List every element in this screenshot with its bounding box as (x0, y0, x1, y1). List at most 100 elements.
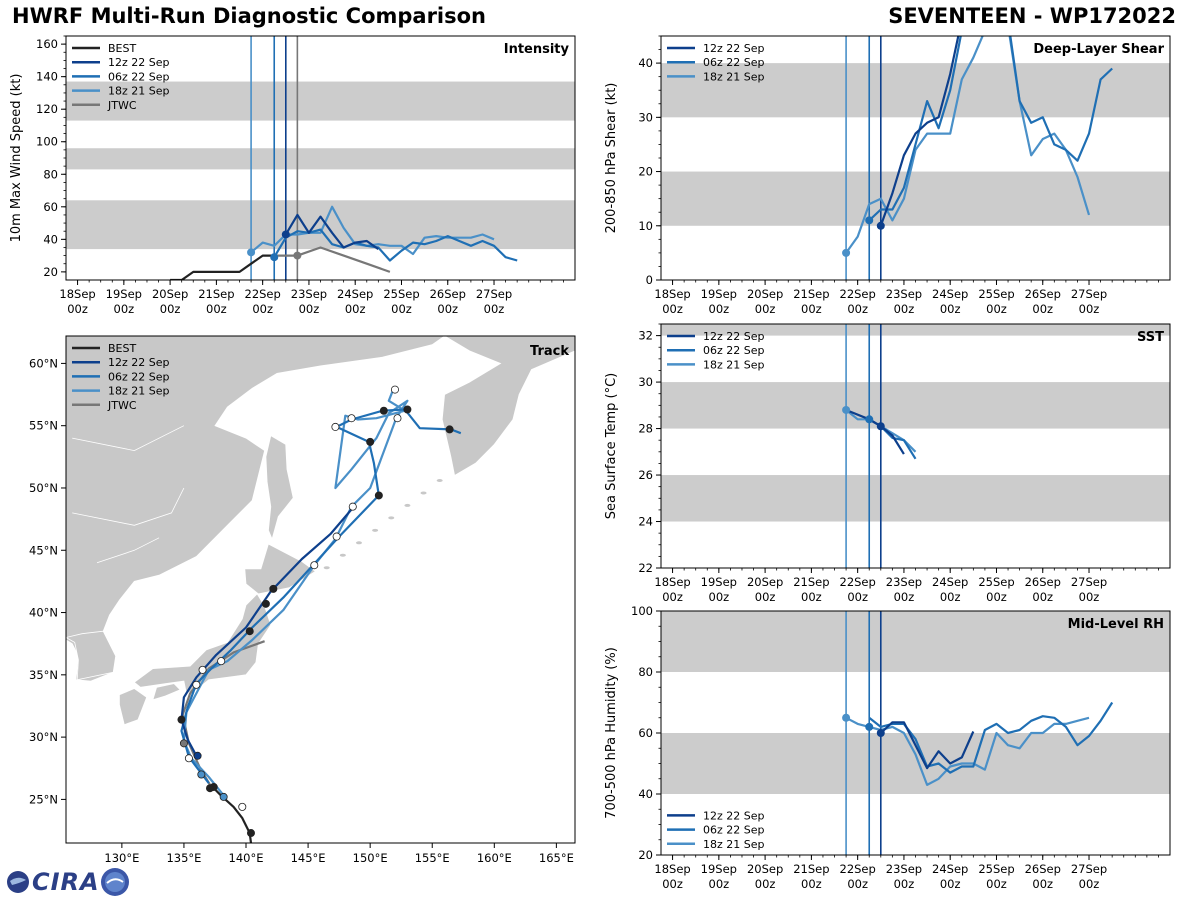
kuril-island (372, 528, 379, 532)
legend-label-18z-21-sep: 18z 21 Sep (703, 358, 765, 371)
x-tick-label: 26Sep (1025, 287, 1061, 301)
x-tick-label: 27Sep (1071, 287, 1107, 301)
x-tick-label: 00z (391, 302, 412, 316)
y-tick-label: 120 (36, 102, 58, 116)
border-line (72, 425, 185, 452)
y-tick-label: 40 (43, 232, 58, 246)
track-point-06z-22-sep (332, 532, 341, 541)
shaded-band (661, 382, 1170, 429)
x-tick-label: 160°E (477, 851, 512, 865)
track-point-12z-22-sep (348, 502, 357, 511)
y-tick-label: 100 (631, 604, 653, 618)
x-tick-label: 140°E (229, 851, 264, 865)
y-tick-label: 32 (638, 329, 653, 343)
track-point-06z-22-sep (374, 491, 383, 500)
x-tick-label: 18Sep (654, 287, 690, 301)
y-tick-label: 140 (36, 70, 58, 84)
x-tick-label: 23Sep (886, 862, 922, 876)
honshu (133, 593, 272, 695)
x-tick-label: 00z (894, 877, 915, 891)
y-axis-label: 10m Max Wind Speed (kt) (9, 74, 24, 243)
legend-label-06z-22-sep: 06z 22 Sep (108, 70, 170, 83)
korea (66, 630, 117, 681)
kuril-island (355, 541, 362, 545)
legend-label-18z-21-sep: 18z 21 Sep (108, 385, 170, 398)
y-tick-label: 20 (43, 265, 58, 279)
shaded-band (661, 733, 1170, 794)
y-tick-label: 35°N (29, 668, 58, 682)
legend-label-06z-22-sep: 06z 22 Sep (703, 56, 765, 69)
x-tick-label: 18Sep (654, 862, 690, 876)
x-tick-label: 00z (252, 302, 273, 316)
series-group (842, 36, 1113, 257)
panel-title: Deep-Layer Shear (1033, 42, 1164, 57)
y-tick-label: 24 (638, 515, 653, 529)
marker-jtwc (293, 251, 302, 260)
series-group (170, 205, 518, 280)
legend-label-18z-21-sep: 18z 21 Sep (703, 70, 765, 83)
track-point-06z-22-sep (366, 437, 375, 446)
x-tick-label: 24Sep (932, 575, 968, 589)
y-tick-label: 40 (638, 787, 653, 801)
x-tick-label: 145°E (291, 851, 326, 865)
series-line-12z-22-sep (880, 721, 975, 770)
shikoku (152, 683, 181, 701)
partner-seal-icon (100, 868, 129, 896)
x-tick-label: 00z (662, 590, 683, 604)
y-tick-label: 40°N (29, 606, 58, 620)
x-tick-label: 00z (160, 302, 181, 316)
track-point-18z-21-sep (310, 561, 319, 570)
marker-12z-22-sep (876, 221, 885, 230)
marker-12z-22-sep (281, 230, 290, 239)
x-tick-label: 00z (940, 302, 961, 316)
x-tick-label: 19Sep (701, 287, 737, 301)
kuril-island (404, 503, 411, 507)
track-point-06z-22-sep (177, 715, 186, 724)
x-tick-label: 00z (755, 877, 776, 891)
storm-id: SEVENTEEN - WP172022 (888, 4, 1176, 28)
y-axis-label: 200-850 hPa Shear (kt) (604, 83, 619, 234)
panel-title: Intensity (504, 42, 570, 57)
x-tick-label: 00z (847, 590, 868, 604)
series-group (842, 405, 917, 460)
panel-intensity: 18Sep00z19Sep00z20Sep00z21Sep00z22Sep00z… (9, 35, 576, 316)
track-line-06z-22-sep (180, 408, 462, 784)
x-tick-label: 00z (114, 302, 135, 316)
cira-logo-text: CIRA (32, 868, 100, 896)
x-tick-label: 22Sep (840, 575, 876, 589)
track-point-06z-22-sep (403, 405, 412, 414)
x-tick-label: 135°E (166, 851, 201, 865)
x-tick-label: 24Sep (337, 287, 373, 301)
x-tick-label: 00z (206, 302, 227, 316)
x-tick-label: 25Sep (978, 287, 1014, 301)
x-tick-label: 130°E (104, 851, 139, 865)
x-tick-label: 23Sep (291, 287, 327, 301)
x-tick-label: 00z (709, 302, 730, 316)
x-tick-label: 27Sep (1071, 862, 1107, 876)
track-point-18z-21-sep (192, 680, 201, 689)
y-tick-label: 100 (36, 135, 58, 149)
shaded-band (66, 148, 575, 170)
track-point-12z-22-sep (269, 584, 278, 593)
track-point-18z-21-sep (331, 422, 340, 431)
y-tick-label: 22 (638, 561, 653, 575)
kuril-island (388, 516, 395, 520)
axes-frame (65, 335, 576, 844)
x-tick-label: 00z (755, 590, 776, 604)
x-tick-label: 00z (437, 302, 458, 316)
shaded-band (661, 324, 1170, 336)
legend-label-jtwc: JTWC (107, 399, 137, 412)
y-tick-label: 28 (638, 422, 653, 436)
legend-label-12z-22-sep: 12z 22 Sep (108, 356, 170, 369)
series-line-06z-22-sep (868, 36, 1113, 222)
y-tick-label: 60°N (29, 356, 58, 370)
x-tick-label: 18Sep (59, 287, 95, 301)
legend-label-12z-22-sep: 12z 22 Sep (703, 42, 765, 55)
y-tick-label: 60 (638, 726, 653, 740)
series-group (842, 701, 1114, 787)
kuril-island (436, 479, 443, 483)
figure-title: HWRF Multi-Run Diagnostic Comparison (12, 4, 487, 28)
cira-globe-icon (7, 871, 29, 893)
kyushu (119, 688, 148, 726)
